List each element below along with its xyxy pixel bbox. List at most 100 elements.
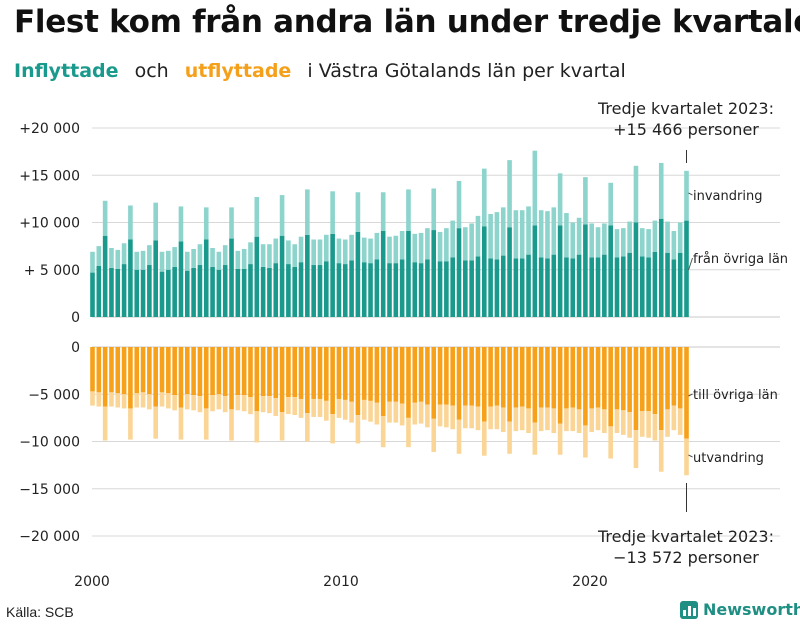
bar-till-ovriga-lan	[412, 347, 418, 403]
bar-invandring	[633, 165, 639, 223]
bar-invandring	[551, 207, 557, 255]
bar-fran-ovriga-lan	[311, 265, 316, 317]
bar-invandring	[526, 206, 531, 255]
bar-utvandring	[412, 402, 418, 425]
bar-utvandring	[538, 407, 544, 432]
bar-till-ovriga-lan	[570, 347, 576, 408]
bar-invandring	[564, 213, 569, 258]
bar-till-ovriga-lan	[317, 347, 323, 399]
bar-fran-ovriga-lan	[273, 263, 279, 317]
bar-invandring	[380, 192, 386, 232]
bar-utvandring	[589, 408, 595, 433]
bar-fran-ovriga-lan	[134, 269, 140, 317]
bar-invandring	[456, 180, 462, 229]
bar-fran-ovriga-lan	[96, 265, 102, 317]
bar-utvandring	[463, 405, 468, 429]
bar-invandring	[658, 162, 664, 219]
bar-till-ovriga-lan	[589, 347, 595, 409]
bar-utvandring	[406, 417, 411, 448]
source-label: Källa: SCB	[6, 604, 74, 620]
bar-till-ovriga-lan	[658, 347, 664, 431]
bar-utvandring	[677, 408, 683, 435]
bar-till-ovriga-lan	[463, 347, 468, 406]
bar-utvandring	[235, 395, 241, 411]
bar-till-ovriga-lan	[608, 347, 613, 427]
bar-invandring	[507, 160, 512, 228]
bar-till-ovriga-lan	[456, 347, 462, 420]
chart-title: Flest kom från andra län under tredje kv…	[14, 4, 800, 40]
bar-invandring	[184, 251, 190, 271]
bar-utvandring	[96, 392, 102, 407]
bar-utvandring	[355, 415, 361, 444]
bar-invandring	[412, 233, 418, 263]
bar-utvandring	[602, 409, 607, 433]
bar-utvandring	[273, 398, 279, 416]
bar-invandring	[96, 246, 102, 266]
newsworthy-icon	[680, 600, 698, 619]
bar-till-ovriga-lan	[507, 347, 512, 422]
bar-fran-ovriga-lan	[658, 218, 664, 317]
bar-invandring	[627, 221, 632, 253]
bar-utvandring	[330, 414, 335, 444]
bar-till-ovriga-lan	[418, 347, 424, 402]
bar-fran-ovriga-lan	[538, 257, 544, 317]
bar-till-ovriga-lan	[121, 347, 127, 395]
bar-invandring	[191, 248, 196, 268]
brand-logo: Newsworthy	[680, 600, 800, 619]
bar-till-ovriga-lan	[298, 347, 304, 399]
bar-till-ovriga-lan	[311, 347, 316, 399]
label-invandring: invandring	[693, 189, 762, 204]
bar-invandring	[342, 239, 348, 265]
bar-utvandring	[614, 409, 620, 433]
bar-fran-ovriga-lan	[627, 252, 632, 317]
bar-fran-ovriga-lan	[229, 238, 234, 317]
y-tick-label-top: 0	[71, 310, 80, 326]
bar-fran-ovriga-lan	[570, 258, 576, 317]
bar-fran-ovriga-lan	[380, 231, 386, 317]
bar-fran-ovriga-lan	[494, 259, 500, 317]
bar-invandring	[349, 234, 354, 261]
bar-invandring	[336, 238, 342, 264]
subtitle-rest: i Västra Götalands län per kvartal	[307, 60, 626, 82]
bar-fran-ovriga-lan	[387, 263, 392, 317]
bar-till-ovriga-lan	[248, 347, 253, 398]
bar-invandring	[355, 192, 361, 232]
bar-till-ovriga-lan	[292, 347, 298, 398]
bar-till-ovriga-lan	[684, 347, 689, 439]
bar-utvandring	[380, 415, 386, 448]
bar-utvandring	[532, 422, 538, 455]
bar-utvandring	[450, 405, 455, 430]
bar-fran-ovriga-lan	[317, 265, 323, 317]
bar-invandring	[147, 245, 152, 266]
bar-utvandring	[551, 408, 557, 433]
bar-fran-ovriga-lan	[456, 228, 462, 317]
bar-fran-ovriga-lan	[184, 270, 190, 317]
bar-till-ovriga-lan	[355, 347, 361, 416]
subtitle-utflyttade: utflyttade	[184, 60, 292, 82]
bar-till-ovriga-lan	[564, 347, 569, 409]
bar-fran-ovriga-lan	[128, 239, 133, 317]
bar-utvandring	[241, 395, 247, 412]
annotation-top-line1: Tredje kvartalet 2023:	[597, 99, 774, 118]
bar-fran-ovriga-lan	[475, 256, 481, 317]
bar-invandring	[286, 240, 291, 265]
bar-invandring	[671, 231, 677, 260]
bar-utvandring	[336, 398, 342, 418]
bar-utvandring	[166, 393, 171, 409]
bar-till-ovriga-lan	[216, 347, 222, 395]
bar-utvandring	[621, 410, 626, 435]
bar-invandring	[463, 227, 468, 261]
bar-invandring	[646, 229, 651, 258]
bar-fran-ovriga-lan	[374, 259, 380, 317]
bar-till-ovriga-lan	[241, 347, 247, 396]
bar-utvandring	[475, 406, 481, 431]
bar-till-ovriga-lan	[374, 347, 380, 403]
bar-utvandring	[583, 425, 588, 458]
bar-invandring	[677, 222, 683, 253]
bar-fran-ovriga-lan	[90, 272, 95, 317]
bar-till-ovriga-lan	[210, 347, 215, 396]
subtitle-och: och	[134, 60, 169, 82]
bar-fran-ovriga-lan	[260, 266, 266, 317]
bar-fran-ovriga-lan	[336, 263, 342, 317]
bar-utvandring	[311, 398, 316, 417]
